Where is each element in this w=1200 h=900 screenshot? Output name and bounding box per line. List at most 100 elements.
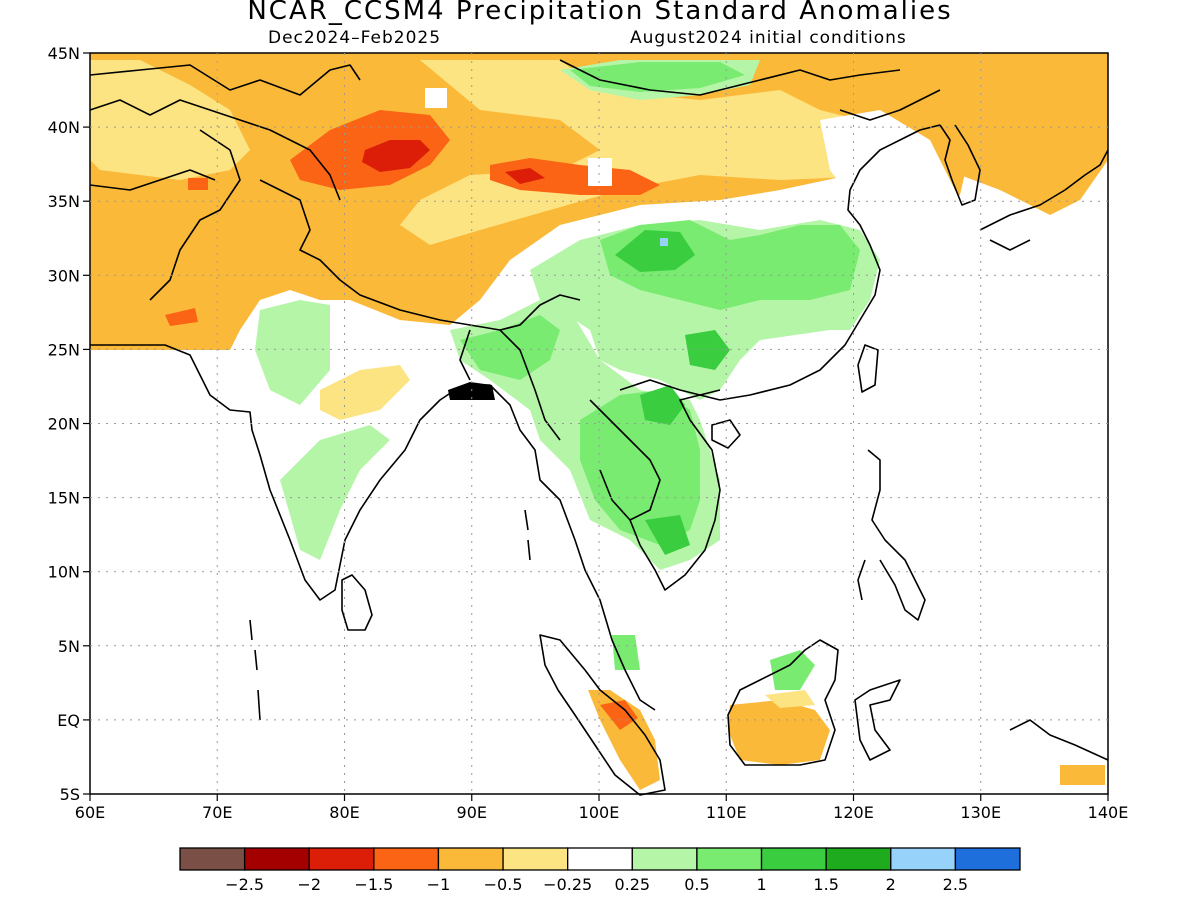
colorbar-label: −2.5 [225,875,264,894]
coastline-indochina [599,394,721,591]
lat-tick-label: 40N [48,118,80,137]
coastline-hainan [711,419,741,449]
colorbar-swatch [825,847,892,871]
lat-tick-label: EQ [57,711,80,730]
lat-tick-label: 25N [48,340,80,359]
wet-spot-center [660,238,668,246]
dry-new-guinea [1060,765,1105,785]
coastline-myanmar-malaya [489,384,656,711]
lat-tick-label: 10N [48,563,80,582]
wet-peak-vietnam [640,385,685,425]
neutral-hole-b [588,158,612,186]
lon-tick-label: 70E [202,803,232,822]
colorbar-swatch [760,847,827,871]
wet-core-indochina [580,390,700,545]
colorbar-label: 2 [886,875,896,894]
coastline-sumatra [539,634,666,796]
coastline-new-guinea [1009,719,1109,761]
weak-dry-india [320,365,410,420]
wet-borneo [770,650,815,690]
colorbar-label: 0.25 [614,875,650,894]
neutral-hole-a [425,88,447,108]
colorbar-label: 1.5 [813,875,838,894]
colorbar-swatch [373,847,440,871]
colorbar-swatch [308,847,375,871]
islands-maldives [249,619,261,721]
lat-tick-label: 15N [48,489,80,508]
colorbar-swatch [631,847,698,871]
colorbar-label: 1 [756,875,766,894]
colorbar-swatch [179,847,246,871]
colorbar-label: −1 [427,875,451,894]
lon-tick-label: 100E [579,803,620,822]
border-lines-mongolia [559,59,941,121]
season-subtitle: Dec2024–Feb2025 [268,28,442,48]
colorbar-label: 2.5 [943,875,968,894]
lon-tick-label: 60E [75,803,105,822]
colorbar: −2.5 −2 −1.5 −1 −0.5 −0.25 0.25 0.5 1 1.5 2 2.5 [179,847,1021,894]
coastline-borneo [727,639,839,766]
colorbar-label: −0.5 [484,875,523,894]
weak-dry-band [400,60,940,245]
coastline-india [90,344,490,601]
coastline-sulawesi [854,679,901,761]
coastline-taiwan [857,344,879,393]
neutral-northeast [820,110,1108,240]
lat-tick-label: 5S [60,785,80,804]
colorbar-label: −0.25 [543,875,592,894]
dry-core-tibet-east [490,158,660,195]
colorbar-swatch [890,847,957,871]
graticule [90,53,1108,794]
weak-wet-india [255,300,330,405]
lon-tick-label: 90E [457,803,487,822]
colorbar-swatch [567,847,633,871]
coastline-south-china [719,124,941,401]
weak-dry-band-west [90,60,250,180]
initial-conditions-subtitle: August2024 initial conditions [630,28,907,48]
dry-peak-tibet-east [505,168,545,184]
colorbar-swatch [437,847,504,871]
colorbar-label: −2 [297,875,321,894]
lon-tick-label: 80E [329,803,359,822]
wet-peak-china [615,230,695,272]
lat-tick-label: 35N [48,192,80,211]
coastlines [89,59,1109,796]
colorbar-label: −1.5 [354,875,393,894]
coastline-sri-lanka [341,574,373,631]
islands-andaman [524,509,531,561]
border-lines-indochina [459,329,721,521]
colorbar-swatch [502,847,569,871]
lat-tick-label: 45N [48,44,80,63]
wet-peak-cambodia [645,515,690,555]
map-title: NCAR_CCSM4 Precipitation Standard Anomal… [247,0,953,26]
coastline-philippines [857,449,926,621]
colorbar-swatch [696,847,763,871]
colorbar-swatch [243,847,310,871]
dry-sumatra [588,690,660,790]
dry-borneo [728,700,830,765]
lat-tick-label: 5N [58,637,80,656]
colorbar-swatch [954,847,1021,871]
axis-ticks: 60E 70E 80E 90E 100E 110E 120E 130E 140E 45N 40N 35… [48,44,1129,822]
coastline-korea [939,124,981,206]
wet-peak-south-china [685,330,730,370]
dry-spot-pakistan [165,308,198,326]
lon-tick-label: 120E [833,803,874,822]
lat-tick-label: 20N [48,415,80,434]
wet-sumatra [612,635,640,670]
dry-peak-tibet [362,140,430,172]
dry-core-sumatra [600,700,638,730]
lon-tick-label: 110E [706,803,747,822]
coastline-japan [979,149,1109,251]
wet-core-myanmar [460,315,560,380]
lon-tick-label: 140E [1088,803,1129,822]
colorbar-label: 0.5 [684,875,709,894]
lat-tick-label: 30N [48,266,80,285]
weak-wet-india-south [280,425,390,560]
wet-core-north [570,62,745,92]
border-lines-north [89,64,581,331]
lon-tick-label: 130E [960,803,1001,822]
dry-spot-west [188,178,208,190]
weak-dry-borneo [765,690,815,708]
